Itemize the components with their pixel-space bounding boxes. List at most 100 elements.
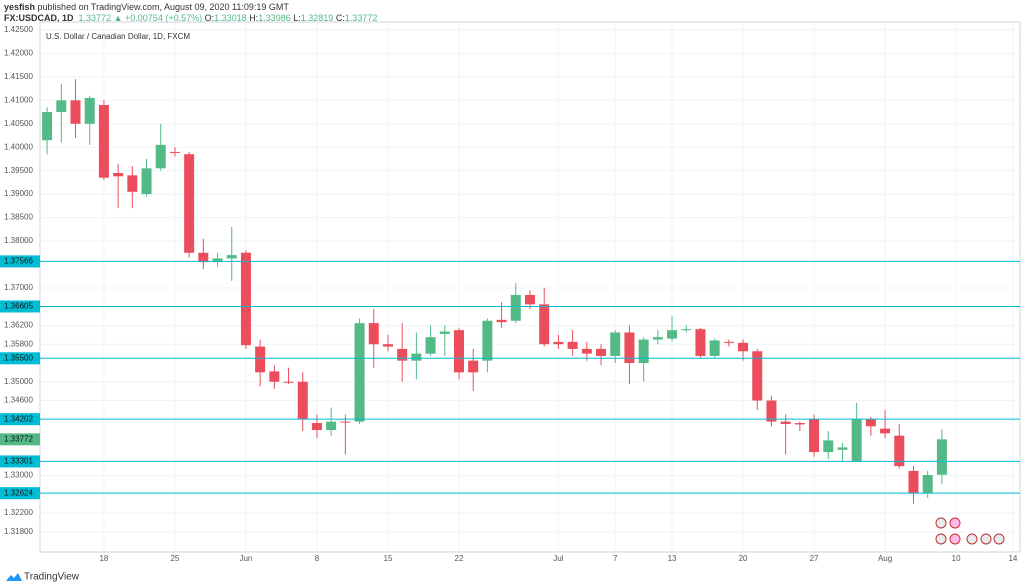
h-label: H: <box>249 13 259 23</box>
candle-body <box>880 428 891 434</box>
x-tick-label: 7 <box>613 554 618 563</box>
candle-body <box>638 339 649 363</box>
level-tag <box>0 300 40 313</box>
y-tick-label: 1.42500 <box>4 25 33 34</box>
chart-title: U.S. Dollar / Canadian Dollar, 1D, FXCM <box>46 32 190 41</box>
y-tick-label: 1.36200 <box>4 321 33 330</box>
publisher: yesfish <box>4 2 36 12</box>
candle-body <box>113 173 124 177</box>
y-tick-label: 1.31800 <box>4 527 33 536</box>
overlays: 1.37566 1.36605 1.35500 1.34202 1.33301 1.326… <box>0 255 1020 500</box>
candle-body <box>865 419 876 427</box>
header: yesfish published on TradingView.com, Au… <box>4 2 377 24</box>
symbol: FX:USDCAD, 1D <box>4 13 74 23</box>
candle-body <box>297 381 308 420</box>
candle-body <box>837 447 848 450</box>
candle-body <box>42 112 53 141</box>
x-tick-label: 15 <box>384 554 393 563</box>
x-tick-label: 22 <box>455 554 464 563</box>
candle-body <box>283 381 294 383</box>
level-label: 1.32624 <box>4 488 33 497</box>
event-icons <box>935 517 1005 545</box>
candle-body <box>425 337 436 354</box>
y-tick-label: 1.41500 <box>4 72 33 81</box>
level-tag <box>0 255 40 268</box>
logo <box>6 573 22 581</box>
candle-body <box>922 475 933 494</box>
candle-body <box>340 421 351 423</box>
candle-body <box>723 341 734 343</box>
x-tick-label: Jun <box>239 554 252 563</box>
candle-body <box>155 144 166 169</box>
candle-body <box>184 154 195 253</box>
price-label: 1.33772 <box>4 434 33 443</box>
y-tick-label: 1.33000 <box>4 471 33 480</box>
candle-body <box>752 351 763 401</box>
y-tick-label: 1.40000 <box>4 142 33 151</box>
candle-body <box>681 329 692 331</box>
candle-body <box>326 421 337 431</box>
c-label: C: <box>335 13 345 23</box>
o-label: O: <box>204 13 215 23</box>
candle-body <box>553 341 564 345</box>
symbol-line: FX:USDCAD, 1D 1.33772 ▲ +0.00754 (+0.57%… <box>4 13 377 24</box>
h-value: 1.33986 <box>258 13 291 23</box>
change: +0.00754 (+0.57%) <box>125 13 203 23</box>
candle-body <box>198 252 209 263</box>
candle-body <box>695 329 706 356</box>
y-tick-label: 1.34600 <box>4 396 33 405</box>
publish-line: yesfish published on TradingView.com, Au… <box>4 2 377 13</box>
x-tick-label: 8 <box>315 554 320 563</box>
l-value: 1.32819 <box>300 13 334 23</box>
candle-body <box>496 319 507 323</box>
candle-body <box>709 340 720 356</box>
candle-body <box>780 421 791 424</box>
y-tick-label: 1.39500 <box>4 166 33 175</box>
candle-body <box>510 294 521 321</box>
level-tag <box>0 487 40 500</box>
candle-body <box>610 332 621 356</box>
level-label: 1.33301 <box>4 457 33 466</box>
candle-body <box>382 344 393 347</box>
candle-body <box>98 105 109 178</box>
candle-body <box>667 330 678 339</box>
y-tick-label: 1.35000 <box>4 377 33 386</box>
candle-body <box>439 331 450 334</box>
level-label: 1.34202 <box>4 414 33 423</box>
candle-body <box>525 294 535 305</box>
candle-body <box>354 323 365 422</box>
y-tick-label: 1.40500 <box>4 119 33 128</box>
candle-body <box>596 348 607 356</box>
candle-body <box>581 348 592 354</box>
candle-body <box>894 435 905 467</box>
x-tick-label: 18 <box>99 554 108 563</box>
candle-body <box>311 423 322 431</box>
y-tick-label: 1.38000 <box>4 236 33 245</box>
level-label: 1.36605 <box>4 302 33 311</box>
candle-body <box>809 419 820 453</box>
candle-body <box>624 332 635 363</box>
brand: TradingView <box>24 572 80 583</box>
candle-body <box>212 258 223 263</box>
plot-frame <box>39 21 1021 553</box>
candle-body <box>766 400 777 422</box>
candle-body <box>908 470 919 494</box>
candle-body <box>794 423 805 425</box>
x-tick-label: 10 <box>952 554 961 563</box>
last-price: 1.33772 <box>78 13 112 23</box>
y-tick-label: 1.32200 <box>4 508 33 517</box>
level-label: 1.37566 <box>4 257 33 266</box>
level-tag <box>0 413 40 426</box>
y-tick-label: 1.38500 <box>4 213 33 222</box>
l-label: L: <box>293 13 301 23</box>
candle-body <box>567 341 578 349</box>
level-label: 1.35500 <box>4 353 33 362</box>
x-tick-label: 27 <box>810 554 819 563</box>
x-tick-label: 20 <box>739 554 748 563</box>
candle-body <box>453 330 464 373</box>
y-tick-label: 1.37000 <box>4 283 33 292</box>
candle-body <box>56 100 67 113</box>
candle-body <box>539 304 550 345</box>
